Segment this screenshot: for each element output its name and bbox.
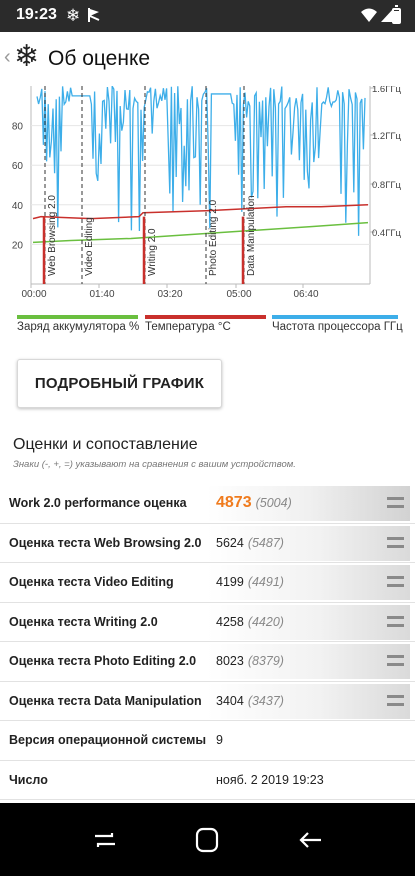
score-name: Оценка теста Video Editing: [9, 575, 174, 589]
x-tick-label: 03:20: [157, 289, 182, 300]
flag-icon: [87, 7, 101, 28]
test-marker-label: Photo Editing 2.0: [208, 199, 219, 276]
equal-icon[interactable]: [387, 497, 404, 508]
score-row-video-editing: Оценка теста Video Editing 4199 (4491): [0, 563, 415, 603]
y-tick-label: 60: [12, 161, 24, 172]
score-value: 4873: [216, 494, 252, 511]
legend-label-battery: Заряд аккумулятора %: [17, 321, 140, 333]
score-value-cell: 4258 (4420): [207, 604, 410, 640]
score-value: 4199: [216, 575, 244, 589]
snowflake-icon: ❄: [14, 40, 40, 73]
info-row-date: Число нояб. 2 2019 19:23: [0, 761, 415, 800]
cell-signal-icon: [380, 7, 394, 28]
page-title: Об оценке: [48, 47, 151, 70]
score-compare: (5004): [255, 496, 292, 510]
right-tick-label: 0.8ГГц: [372, 180, 401, 191]
navigation-bar: [0, 803, 415, 876]
section-title: Оценки и сопоставление: [13, 436, 198, 453]
test-marker-label: Data Manipulation: [246, 195, 257, 276]
snowflake-icon: ❄: [66, 6, 81, 25]
battery-icon: [392, 5, 401, 24]
legend-label-temperature: Температура °C: [145, 321, 231, 333]
equal-icon[interactable]: [387, 694, 404, 706]
test-marker-label: Video Editing: [84, 217, 95, 276]
chart-canvas: 20 40 60 80 0.4ГГц 0.8ГГц 1.2ГГц 1.6ГГц 00:00 01:…: [12, 86, 401, 300]
y-tick-label: 80: [12, 122, 24, 133]
right-tick-label: 1.6ГГц: [372, 86, 401, 95]
score-value-cell: 4199 (4491): [207, 565, 410, 600]
temperature-line: [32, 204, 369, 220]
score-value: 5624: [216, 535, 244, 550]
recents-icon[interactable]: [90, 825, 120, 855]
score-value-cell: 8023 (8379): [207, 644, 410, 679]
legend-swatch-temperature: [145, 315, 266, 319]
info-name: Число: [9, 772, 48, 787]
info-value: нояб. 2 2019 19:23: [216, 772, 324, 787]
score-value: 4258: [216, 614, 244, 629]
equal-icon[interactable]: [387, 576, 404, 587]
score-row-photo-editing: Оценка теста Photo Editing 2.0 8023 (8379…: [0, 642, 415, 682]
score-name: Оценка теста Data Manipulation: [9, 693, 202, 708]
right-tick-label: 0.4ГГц: [372, 228, 401, 239]
equal-icon[interactable]: [387, 655, 404, 666]
test-marker-label: Writing 2.0: [147, 228, 158, 276]
info-value: 9: [216, 733, 223, 747]
info-row-os-version: Версия операционной системы 9: [0, 721, 415, 761]
status-time: 19:23: [16, 6, 57, 23]
performance-chart: 20 40 60 80 0.4ГГц 0.8ГГц 1.2ГГц 1.6ГГц 00:00 01:…: [0, 86, 415, 312]
score-value: 8023: [216, 654, 244, 668]
score-name: Оценка теста Writing 2.0: [9, 614, 158, 629]
score-row-work: Work 2.0 performance оценка 4873 (5004): [0, 484, 415, 524]
score-value-cell: 3404 (3437): [207, 683, 410, 719]
score-compare: (8379): [247, 654, 284, 668]
equal-icon[interactable]: [387, 615, 404, 627]
score-name: Оценка теста Photo Editing 2.0: [9, 654, 197, 668]
score-value-cell: 5624 (5487): [207, 525, 410, 561]
legend-label-cpu: Частота процессора ГГц: [272, 321, 403, 333]
back-arrow-icon[interactable]: [296, 825, 326, 855]
battery-line: [32, 221, 369, 244]
score-compare: (5487): [247, 535, 284, 550]
score-name: Оценка теста Web Browsing 2.0: [9, 535, 202, 550]
y-tick-label: 20: [12, 240, 24, 251]
app-bar: ‹ ❄ Об оценке: [0, 32, 415, 86]
score-row-writing: Оценка теста Writing 2.0 4258 (4420): [0, 603, 415, 642]
legend-swatch-battery: [17, 315, 138, 319]
legend-swatch-cpu: [272, 315, 398, 319]
y-tick-label: 40: [12, 201, 24, 212]
x-tick-label: 06:40: [293, 289, 318, 300]
score-table: Work 2.0 performance оценка 4873 (5004) О…: [0, 484, 415, 800]
cpu-frequency-line: [36, 86, 366, 236]
equal-icon[interactable]: [387, 536, 404, 548]
x-tick-label: 01:40: [89, 289, 114, 300]
right-tick-label: 1.2ГГц: [372, 131, 401, 142]
test-marker-label: Web Browsing 2.0: [47, 195, 58, 276]
score-value-cell: 4873 (5004): [207, 486, 410, 521]
score-name: Work 2.0 performance оценка: [9, 496, 187, 510]
score-compare: (4420): [247, 614, 284, 629]
score-value: 3404: [216, 693, 244, 708]
x-tick-label: 00:00: [21, 289, 46, 300]
score-compare: (4491): [247, 575, 284, 589]
x-tick-label: 05:00: [226, 289, 251, 300]
section-hint: Знаки (-, +, =) указывают на сравнения с…: [13, 459, 296, 470]
score-row-web-browsing: Оценка теста Web Browsing 2.0 5624 (5487): [0, 524, 415, 563]
score-row-data-manipulation: Оценка теста Data Manipulation 3404 (3437…: [0, 682, 415, 721]
detailed-chart-button[interactable]: ПОДРОБНЫЙ ГРАФИК: [17, 359, 222, 408]
wifi-icon: [360, 7, 378, 28]
info-name: Версия операционной системы: [9, 733, 207, 747]
chevron-left-icon[interactable]: ‹: [4, 46, 11, 68]
status-bar: 19:23 ❄: [0, 0, 415, 32]
score-compare: (3437): [247, 693, 284, 708]
home-icon[interactable]: [192, 825, 222, 855]
